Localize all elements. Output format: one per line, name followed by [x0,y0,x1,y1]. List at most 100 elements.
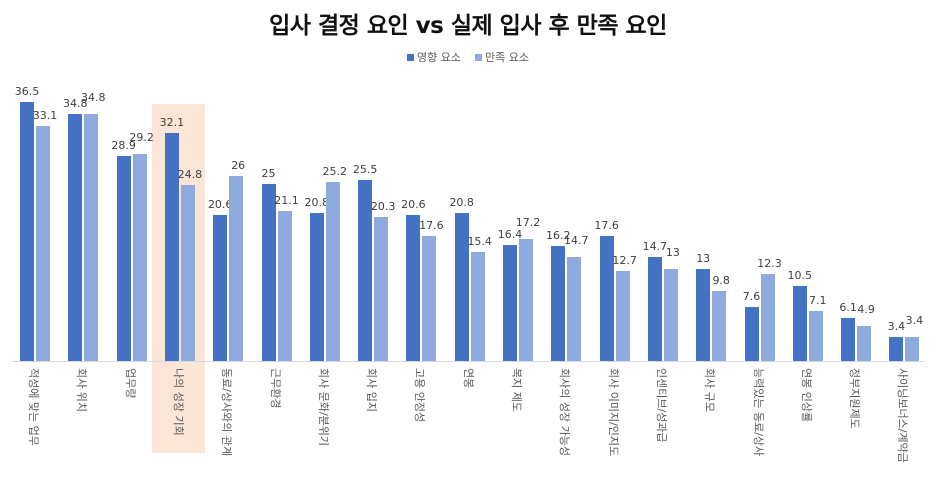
bar-satisfaction [567,256,582,361]
bar-influence [696,268,711,361]
bar-satisfaction [180,184,195,361]
legend: 영향 요소 만족 요소 [0,49,936,65]
data-label: 32.1 [159,116,185,130]
bar-satisfaction [36,125,50,361]
category-label: 회사 문화/분위기 [316,368,330,447]
data-label: 13 [696,251,711,265]
data-label: 10.5 [787,269,813,283]
category-label: 연봉 [461,368,475,389]
category-label: 회사 규모 [703,368,717,412]
data-label: 15.4 [467,234,492,248]
bar-influence [309,213,324,361]
data-label: 13 [665,245,680,259]
bar-satisfaction [132,153,147,361]
bar-satisfaction [374,216,389,361]
data-label: 34.8 [63,96,88,110]
category-label: 근무환경 [268,368,282,409]
data-label: 25.5 [352,162,378,176]
bar-satisfaction [905,336,920,361]
bar-influence [68,113,83,361]
data-label: 28.9 [111,138,136,152]
bar-influence [358,179,373,361]
category-label: 사이닝보너스/계약금 [896,368,910,463]
data-label: 7.6 [742,290,761,304]
legend-label-satisfaction: 만족 요소 [485,51,529,64]
data-label: 33.1 [32,108,58,122]
bar-influence [20,101,34,361]
data-label: 17.2 [515,215,541,229]
data-label: 20.6 [401,197,426,211]
bar-influence [213,214,228,361]
category-label: 연봉 인상률 [799,368,813,423]
data-label: 26 [231,159,246,173]
data-label: 7.1 [809,293,827,307]
bar-satisfaction [84,113,99,361]
data-label: 14.7 [564,233,589,247]
data-label: 25.2 [322,165,348,179]
legend-item-influence: 영향 요소 [407,49,461,65]
category-label: 인센티브/성과급 [654,368,668,443]
bar-influence [647,256,662,361]
bar-influence [744,307,759,361]
data-label: 3.4 [905,313,924,327]
x-axis-line [12,361,924,362]
legend-swatch-influence-icon [407,53,415,61]
bar-influence [792,286,807,361]
bar-influence [164,133,179,361]
bar-satisfaction [325,182,340,361]
bar-satisfaction [229,176,244,361]
data-label: 6.1 [839,300,857,314]
chart-title: 입사 결정 요인 vs 실제 입사 후 만족 요인 [269,13,667,39]
category-label: 적성에 맞는 업무 [27,368,40,446]
legend-item-satisfaction: 만족 요소 [475,49,529,65]
data-label: 4.9 [857,303,875,317]
data-label: 17.6 [594,219,619,233]
data-label: 20.3 [370,199,396,213]
bar-influence [454,213,469,361]
data-label: 29.2 [129,130,154,144]
category-label: 복지 제도 [510,368,523,412]
bar-influence [116,155,131,361]
bar-satisfaction [519,238,533,361]
bar-influence [889,336,904,361]
category-label: 회사 위치 [75,368,89,412]
bar-influence [406,214,421,361]
data-label: 12.7 [612,253,637,267]
data-label: 36.5 [14,84,40,98]
bar-satisfaction [663,268,678,361]
data-label: 16.2 [546,228,571,242]
bar-influence [261,183,276,361]
data-label: 12.3 [757,256,782,270]
bar-influence [551,245,566,361]
category-label: 회사 입지 [365,368,379,412]
category-label: 회사 이미지/인지도 [606,368,620,457]
legend-label-influence: 영향 요소 [417,51,461,64]
bar-satisfaction [470,251,485,361]
bar-satisfaction [857,326,872,361]
data-label: 3.4 [887,319,906,333]
bar-satisfaction [760,273,775,361]
data-label: 21.1 [274,194,299,208]
data-label: 20.8 [304,196,330,210]
category-label: 고용 안정성 [413,368,427,423]
data-label: 17.6 [419,219,444,233]
data-label: 34.8 [81,90,106,104]
bar-influence [503,244,517,361]
data-label: 20.6 [207,197,233,211]
data-label: 16.4 [497,227,523,241]
category-label: 회사의 성장 가능성 [558,368,572,456]
bar-satisfaction [615,270,630,361]
data-label: 24.8 [177,167,203,181]
bar-satisfaction [808,310,823,361]
data-label: 20.8 [449,196,474,210]
category-label: 정부지원제도 [848,368,862,429]
data-label: 14.7 [642,239,668,253]
legend-swatch-satisfaction-icon [475,53,482,61]
bar-influence [599,236,614,361]
category-label: 업무량 [123,368,137,399]
bar-satisfaction [277,211,292,361]
data-label: 9.8 [712,274,730,288]
category-label: 능력있는 동료/상사 [751,368,765,457]
bar-influence [841,317,856,361]
